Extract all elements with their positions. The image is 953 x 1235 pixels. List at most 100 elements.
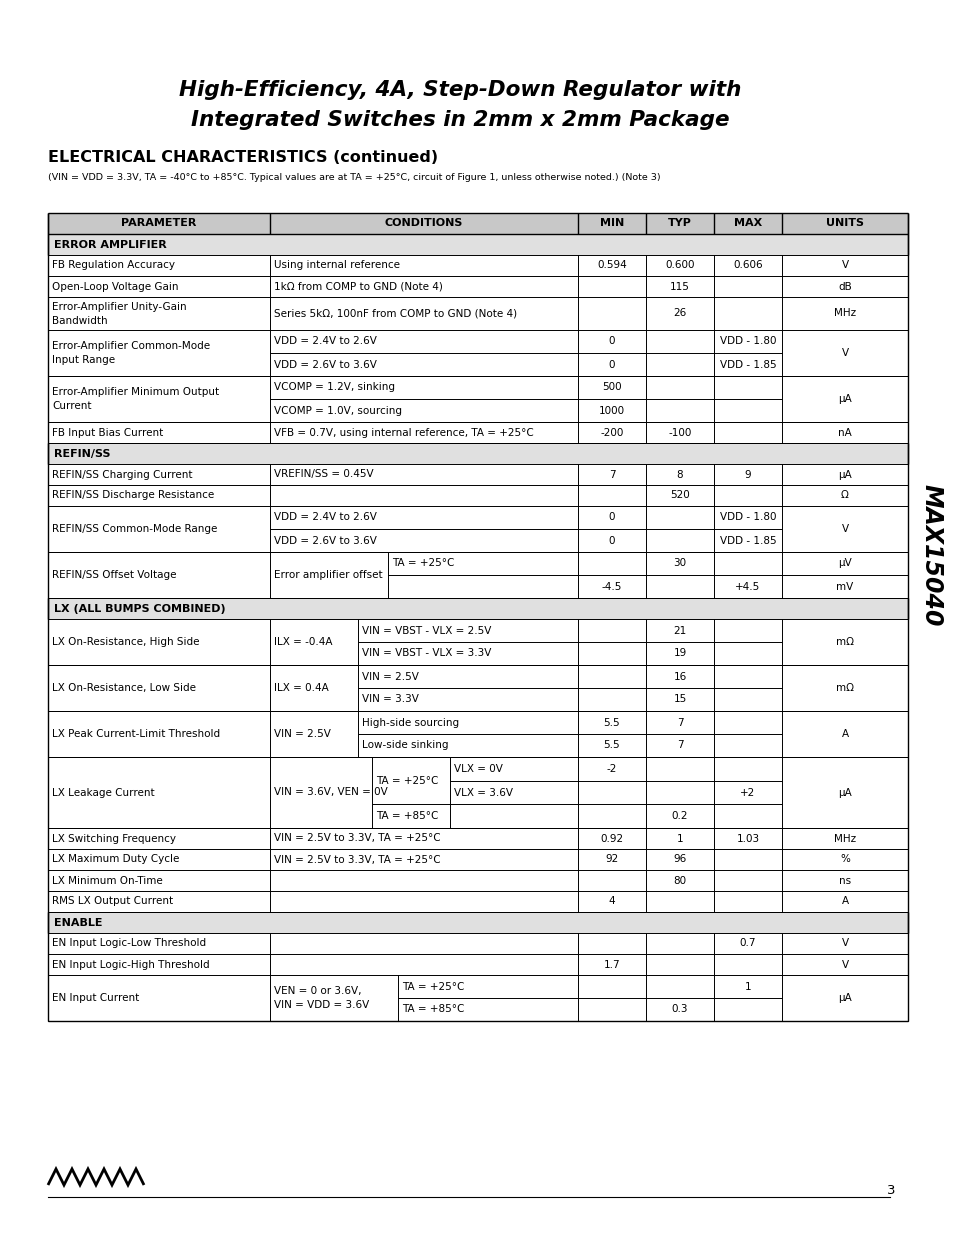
Text: VIN = 3.6V, VEN = 0V: VIN = 3.6V, VEN = 0V: [274, 788, 387, 798]
Text: 500: 500: [601, 383, 621, 393]
Text: μA: μA: [838, 788, 851, 798]
Text: EN Input Current: EN Input Current: [52, 993, 139, 1003]
Text: VEN = 0 or 3.6V,: VEN = 0 or 3.6V,: [274, 986, 361, 995]
Text: Error amplifier offset: Error amplifier offset: [274, 571, 382, 580]
Text: mΩ: mΩ: [835, 637, 853, 647]
Text: V: V: [841, 939, 847, 948]
Text: VIN = 2.5V: VIN = 2.5V: [274, 729, 331, 739]
Text: Bandwidth: Bandwidth: [52, 315, 108, 326]
Text: ERROR AMPLIFIER: ERROR AMPLIFIER: [54, 240, 167, 249]
Text: ENABLE: ENABLE: [54, 918, 102, 927]
Text: UNITS: UNITS: [825, 219, 863, 228]
Text: VIN = 3.3V: VIN = 3.3V: [361, 694, 418, 704]
Text: MAX: MAX: [733, 219, 761, 228]
Text: 0: 0: [608, 536, 615, 546]
Text: VDD = 2.4V to 2.6V: VDD = 2.4V to 2.6V: [274, 336, 376, 347]
Text: +2: +2: [740, 788, 755, 798]
Text: FB Regulation Accuracy: FB Regulation Accuracy: [52, 261, 174, 270]
Text: 115: 115: [669, 282, 689, 291]
Text: MAX15040: MAX15040: [919, 484, 943, 626]
Text: 1.7: 1.7: [603, 960, 619, 969]
Text: VIN = 2.5V to 3.3V, TA = +25°C: VIN = 2.5V to 3.3V, TA = +25°C: [274, 855, 440, 864]
Text: 0.92: 0.92: [599, 834, 623, 844]
Text: Error-Amplifier Common-Mode: Error-Amplifier Common-Mode: [52, 341, 210, 351]
Text: High-Efficiency, 4A, Step-Down Regulator with: High-Efficiency, 4A, Step-Down Regulator…: [178, 80, 740, 100]
Text: (VIN = VDD = 3.3V, TA = -40°C to +85°C. Typical values are at TA = +25°C, circui: (VIN = VDD = 3.3V, TA = -40°C to +85°C. …: [48, 173, 659, 182]
Text: μA: μA: [838, 993, 851, 1003]
Text: LX Maximum Duty Cycle: LX Maximum Duty Cycle: [52, 855, 179, 864]
Text: %: %: [840, 855, 849, 864]
Text: +4.5: +4.5: [735, 582, 760, 592]
Text: RMS LX Output Current: RMS LX Output Current: [52, 897, 172, 906]
Text: V: V: [841, 261, 847, 270]
Bar: [48, 212, 907, 233]
Text: 80: 80: [673, 876, 686, 885]
Text: μA: μA: [838, 394, 851, 404]
Text: nA: nA: [838, 427, 851, 437]
Text: V: V: [841, 524, 847, 534]
Text: 9: 9: [744, 469, 751, 479]
Text: Integrated Switches in 2mm x 2mm Package: Integrated Switches in 2mm x 2mm Package: [191, 110, 728, 130]
Text: LX On-Resistance, High Side: LX On-Resistance, High Side: [52, 637, 199, 647]
Text: Input Range: Input Range: [52, 354, 115, 366]
Text: 0.7: 0.7: [739, 939, 756, 948]
Text: 1: 1: [744, 982, 751, 992]
Text: mΩ: mΩ: [835, 683, 853, 693]
Text: 3: 3: [885, 1183, 894, 1197]
Text: REFIN/SS Offset Voltage: REFIN/SS Offset Voltage: [52, 571, 176, 580]
Text: Error-Amplifier Minimum Output: Error-Amplifier Minimum Output: [52, 387, 219, 396]
Text: 7: 7: [676, 718, 682, 727]
Text: LX Switching Frequency: LX Switching Frequency: [52, 834, 175, 844]
Text: 0.2: 0.2: [671, 811, 687, 821]
Text: MIN: MIN: [599, 219, 623, 228]
Text: 1: 1: [676, 834, 682, 844]
Text: EN Input Logic-High Threshold: EN Input Logic-High Threshold: [52, 960, 210, 969]
Text: ELECTRICAL CHARACTERISTICS (continued): ELECTRICAL CHARACTERISTICS (continued): [48, 149, 437, 164]
Text: VDD = 2.6V to 3.6V: VDD = 2.6V to 3.6V: [274, 536, 376, 546]
Text: LX Leakage Current: LX Leakage Current: [52, 788, 154, 798]
Text: 16: 16: [673, 672, 686, 682]
Text: 96: 96: [673, 855, 686, 864]
Text: μA: μA: [838, 469, 851, 479]
Text: VIN = VBST - VLX = 2.5V: VIN = VBST - VLX = 2.5V: [361, 625, 491, 636]
Text: 7: 7: [608, 469, 615, 479]
Text: LX On-Resistance, Low Side: LX On-Resistance, Low Side: [52, 683, 195, 693]
Text: Low-side sinking: Low-side sinking: [361, 741, 448, 751]
Text: FB Input Bias Current: FB Input Bias Current: [52, 427, 163, 437]
Text: 7: 7: [676, 741, 682, 751]
Text: VDD - 1.80: VDD - 1.80: [719, 513, 776, 522]
Text: LX Peak Current-Limit Threshold: LX Peak Current-Limit Threshold: [52, 729, 220, 739]
Text: V: V: [841, 960, 847, 969]
Text: μV: μV: [838, 558, 851, 568]
Text: 0.600: 0.600: [664, 261, 694, 270]
Bar: [48, 233, 907, 254]
Text: MHz: MHz: [833, 834, 855, 844]
Text: VDD - 1.85: VDD - 1.85: [719, 359, 776, 369]
Text: Open-Loop Voltage Gain: Open-Loop Voltage Gain: [52, 282, 178, 291]
Text: 5.5: 5.5: [603, 718, 619, 727]
Text: V: V: [841, 348, 847, 358]
Text: ns: ns: [838, 876, 850, 885]
Text: A: A: [841, 729, 847, 739]
Text: 4: 4: [608, 897, 615, 906]
Text: VDD = 2.4V to 2.6V: VDD = 2.4V to 2.6V: [274, 513, 376, 522]
Text: PARAMETER: PARAMETER: [121, 219, 196, 228]
Text: dB: dB: [838, 282, 851, 291]
Text: 0: 0: [608, 359, 615, 369]
Text: VIN = VBST - VLX = 3.3V: VIN = VBST - VLX = 3.3V: [361, 648, 491, 658]
Text: VCOMP = 1.0V, sourcing: VCOMP = 1.0V, sourcing: [274, 405, 401, 415]
Text: VLX = 3.6V: VLX = 3.6V: [454, 788, 513, 798]
Text: VDD = 2.6V to 3.6V: VDD = 2.6V to 3.6V: [274, 359, 376, 369]
Text: LX (ALL BUMPS COMBINED): LX (ALL BUMPS COMBINED): [54, 604, 226, 614]
Bar: [48, 598, 907, 619]
Text: 21: 21: [673, 625, 686, 636]
Text: VDD - 1.80: VDD - 1.80: [719, 336, 776, 347]
Text: REFIN/SS Discharge Resistance: REFIN/SS Discharge Resistance: [52, 490, 214, 500]
Text: VLX = 0V: VLX = 0V: [454, 763, 502, 774]
Text: Current: Current: [52, 401, 91, 411]
Text: 15: 15: [673, 694, 686, 704]
Text: High-side sourcing: High-side sourcing: [361, 718, 458, 727]
Text: VIN = VDD = 3.6V: VIN = VDD = 3.6V: [274, 1000, 369, 1010]
Text: 1000: 1000: [598, 405, 624, 415]
Text: A: A: [841, 897, 847, 906]
